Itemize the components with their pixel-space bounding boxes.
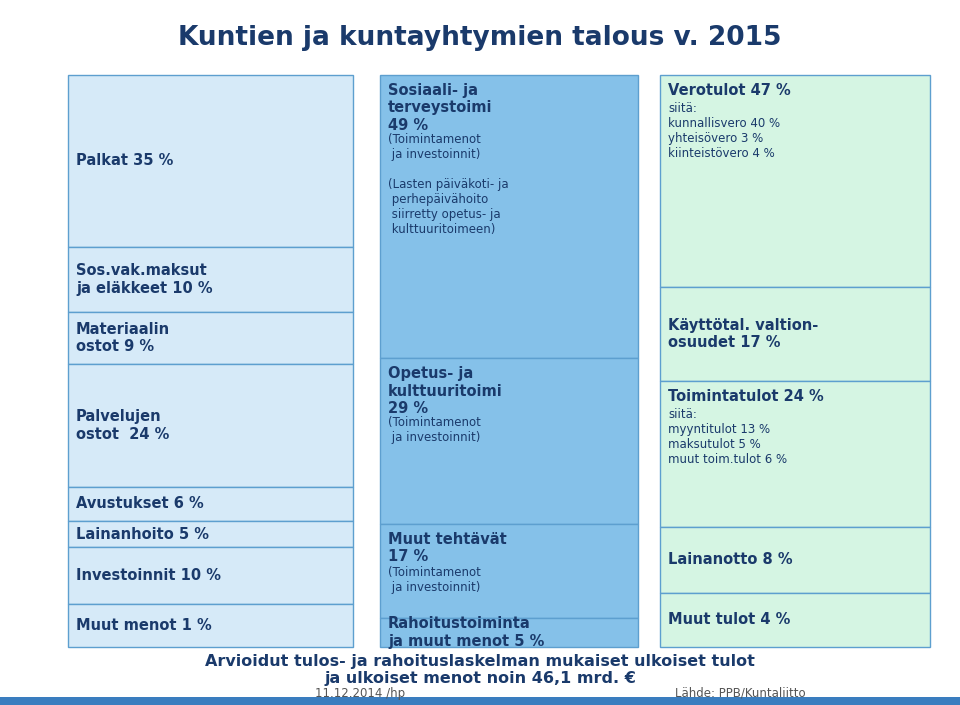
Text: Kuntien ja kuntayhtymien talous v. 2015: Kuntien ja kuntayhtymien talous v. 2015 xyxy=(179,25,781,51)
Text: Palvelujen
ostot  24 %: Palvelujen ostot 24 % xyxy=(76,409,169,441)
Text: (Toimintamenot
 ja investoinnit): (Toimintamenot ja investoinnit) xyxy=(388,567,481,594)
Bar xyxy=(660,287,930,381)
Text: Investoinnit 10 %: Investoinnit 10 % xyxy=(76,568,221,583)
Text: Arvioidut tulos- ja rahoituslaskelman mukaiset ulkoiset tulot: Arvioidut tulos- ja rahoituslaskelman mu… xyxy=(205,654,755,669)
Bar xyxy=(380,524,638,618)
Text: Lainanhoito 5 %: Lainanhoito 5 % xyxy=(76,527,209,541)
Text: 11.12.2014 /hp: 11.12.2014 /hp xyxy=(315,687,405,700)
Text: Avustukset 6 %: Avustukset 6 % xyxy=(76,496,204,512)
Bar xyxy=(68,312,353,364)
Text: Opetus- ja
kulttuuritoimi
29 %: Opetus- ja kulttuuritoimi 29 % xyxy=(388,366,503,416)
Bar xyxy=(660,593,930,647)
Bar xyxy=(68,75,353,247)
Text: Toimintatulot 24 %: Toimintatulot 24 % xyxy=(668,389,824,404)
Bar xyxy=(380,618,638,647)
Bar xyxy=(68,521,353,547)
Text: Muut menot 1 %: Muut menot 1 % xyxy=(76,618,212,633)
Bar xyxy=(660,381,930,527)
Text: (Toimintamenot
 ja investoinnit)

(Lasten päiväkoti- ja
 perhepäivähoito
 siirre: (Toimintamenot ja investoinnit) (Lasten … xyxy=(388,133,509,235)
Bar xyxy=(660,527,930,593)
Bar xyxy=(68,604,353,647)
Text: Sos.vak.maksut
ja eläkkeet 10 %: Sos.vak.maksut ja eläkkeet 10 % xyxy=(76,263,212,295)
Bar xyxy=(68,547,353,604)
Bar xyxy=(380,75,638,358)
Text: siitä:
kunnallisvero 40 %
yhteisövero 3 %
kiinteistövero 4 %: siitä: kunnallisvero 40 % yhteisövero 3 … xyxy=(668,102,780,160)
Bar xyxy=(660,75,930,287)
Text: Sosiaali- ja
terveystoimi
49 %: Sosiaali- ja terveystoimi 49 % xyxy=(388,83,492,133)
Text: Käyttötal. valtion-
osuudet 17 %: Käyttötal. valtion- osuudet 17 % xyxy=(668,318,818,350)
Text: Muut tulot 4 %: Muut tulot 4 % xyxy=(668,613,790,627)
Text: Materiaalin
ostot 9 %: Materiaalin ostot 9 % xyxy=(76,322,170,355)
Bar xyxy=(380,358,638,524)
Bar xyxy=(68,247,353,312)
Text: Verotulot 47 %: Verotulot 47 % xyxy=(668,83,791,98)
Text: Muut tehtävät
17 %: Muut tehtävät 17 % xyxy=(388,532,507,565)
Text: (Toimintamenot
 ja investoinnit): (Toimintamenot ja investoinnit) xyxy=(388,416,481,444)
Text: Lähde: PPB/Kuntaliitto: Lähde: PPB/Kuntaliitto xyxy=(675,687,805,700)
Text: Palkat 35 %: Palkat 35 % xyxy=(76,153,174,168)
Text: siitä:
myyntitulot 13 %
maksutulot 5 %
muut toim.tulot 6 %: siitä: myyntitulot 13 % maksutulot 5 % m… xyxy=(668,408,787,466)
Text: Lainanotto 8 %: Lainanotto 8 % xyxy=(668,552,793,568)
Bar xyxy=(68,364,353,487)
Bar xyxy=(0,697,960,705)
Text: Rahoitustoiminta
ja muut menot 5 %: Rahoitustoiminta ja muut menot 5 % xyxy=(388,616,544,649)
Text: ja ulkoiset menot noin 46,1 mrd. €: ja ulkoiset menot noin 46,1 mrd. € xyxy=(324,671,636,686)
Bar xyxy=(68,487,353,521)
